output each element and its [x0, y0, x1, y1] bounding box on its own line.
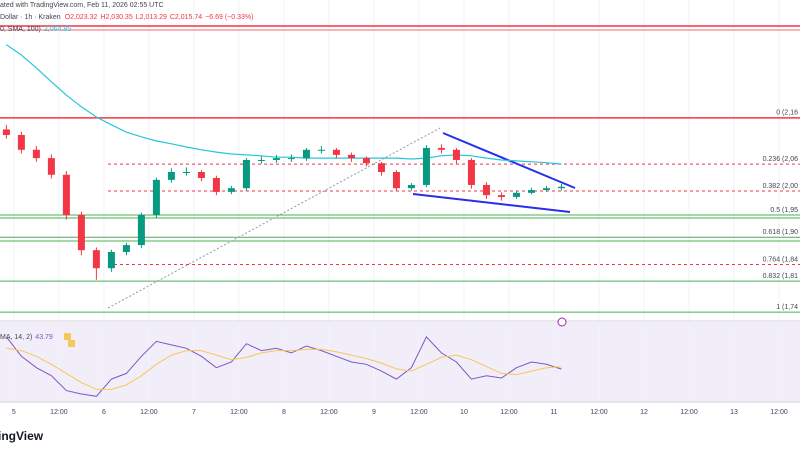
rsi-header: MA, 14, 2) 43.79 [0, 334, 53, 341]
x-tick-label: 12:00 [320, 409, 338, 416]
fib-trend-line [107, 127, 441, 309]
rsi-icon[interactable] [68, 340, 75, 347]
x-tick-label: 12:00 [680, 409, 698, 416]
candle-body [152, 179, 160, 216]
sma-label: 0, SMA, 100) [0, 26, 41, 33]
ohlc-close: C2,015.74 [170, 14, 202, 21]
candle-body [122, 245, 130, 253]
ohlc-open: O2,023.32 [65, 14, 98, 21]
x-tick-label: 12:00 [500, 409, 518, 416]
x-tick-label: 12:00 [590, 409, 608, 416]
candle-body [377, 163, 385, 172]
fib-label: 0.236 (2,06 [763, 156, 799, 163]
candle-body [332, 149, 340, 155]
candle-body [17, 134, 25, 150]
sma-line [6, 44, 562, 165]
candle-body [92, 250, 100, 269]
candle-body [47, 158, 55, 175]
candle-body [272, 158, 280, 160]
candle-body [392, 171, 400, 189]
candle-body [302, 149, 310, 159]
candle-body [422, 147, 430, 185]
x-tick-label: 12 [640, 409, 648, 416]
trend-line [412, 193, 571, 213]
rsi-band [0, 322, 800, 402]
candle-body [182, 171, 190, 173]
candle-body [512, 192, 520, 197]
ohlc-low: L2,013.29 [136, 14, 167, 21]
candle-body [557, 186, 565, 189]
fib-label: 0 (2,16 [776, 110, 798, 117]
rsi-value: 43.79 [35, 334, 53, 341]
sma-value: 2,064.85 [44, 26, 71, 33]
ohlc-change: −6.69 (−0.33%) [205, 14, 253, 21]
candle-body [407, 184, 415, 189]
x-tick-label: 5 [12, 409, 16, 416]
caption: ated with TradingView.com, Feb 11, 2026 … [0, 2, 164, 9]
rsi-icon[interactable] [64, 333, 71, 340]
symbol: Dollar · 1h · Kraken [0, 14, 61, 21]
candle-body [32, 149, 40, 159]
candle-body [212, 178, 220, 192]
candle-body [362, 158, 370, 164]
x-tick-label: 12:00 [140, 409, 158, 416]
fib-label: 0.764 (1,84 [763, 256, 799, 263]
x-tick-label: 13 [730, 409, 738, 416]
candle-body [287, 158, 295, 160]
symbol-line: Dollar · 1h · Kraken O2,023.32 H2,030.35 L2… [0, 14, 253, 21]
x-tick-label: 11 [550, 409, 557, 416]
candle-body [137, 215, 145, 246]
candle-body [467, 159, 475, 185]
candle-body [242, 159, 250, 189]
x-tick-label: 12:00 [770, 409, 788, 416]
logo: ingView [0, 429, 44, 443]
rsi-label: MA, 14, 2) [0, 334, 32, 341]
sma-line: 0, SMA, 100) 2,064.85 [0, 26, 71, 33]
candle-body [62, 174, 70, 216]
rsi-line [6, 347, 562, 390]
event-icon[interactable] [557, 317, 567, 327]
candle-body [2, 129, 10, 135]
fib-label: 0.832 (1,81 [763, 273, 799, 280]
candle-body [197, 171, 205, 179]
fib-label: 0.5 (1,95 [770, 207, 798, 214]
candle-body [542, 188, 550, 191]
candle-body [347, 154, 355, 159]
candle-body [257, 159, 265, 161]
x-tick-label: 9 [372, 409, 376, 416]
fib-label: 0.382 (2,00 [763, 183, 799, 190]
candle-body [77, 215, 85, 251]
x-tick-label: 12:00 [50, 409, 68, 416]
ohlc-high: H2,030.35 [100, 14, 132, 21]
fib-label: 0.618 (1,90 [763, 229, 799, 236]
candle-body [497, 195, 505, 197]
candle-body [437, 147, 445, 150]
candle-body [107, 252, 115, 269]
x-tick-label: 10 [460, 409, 468, 416]
candle-body [482, 184, 490, 196]
x-tick-label: 8 [282, 409, 286, 416]
candle-body [227, 188, 235, 192]
candle-body [167, 171, 175, 180]
x-tick-label: 6 [102, 409, 106, 416]
x-tick-label: 7 [192, 409, 196, 416]
fib-label: 1 (1,74 [776, 304, 798, 311]
candle-body [527, 190, 535, 193]
x-tick-label: 12:00 [410, 409, 428, 416]
candle-body [317, 149, 325, 151]
candle-body [452, 149, 460, 160]
x-tick-label: 12:00 [230, 409, 248, 416]
